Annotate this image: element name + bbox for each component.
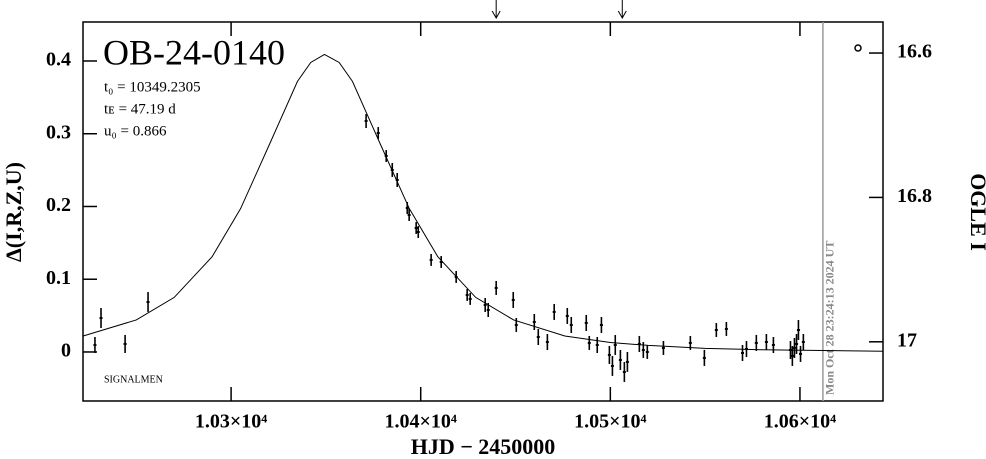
x-tick-label: 1.04×10⁴ <box>385 411 457 433</box>
x-tick-label: 1.06×10⁴ <box>764 411 836 433</box>
y-tick-label: 0.1 <box>46 267 71 289</box>
x-axis-label: HJD − 2450000 <box>411 434 556 459</box>
model-curve <box>83 53 884 352</box>
arrow <box>617 0 627 20</box>
y-axis-label: Δ(I,R,Z,U) <box>1 162 26 262</box>
annotation: t₀ = 10349.2305 <box>104 79 201 95</box>
y2-tick-label: 16.8 <box>897 185 932 207</box>
y-tick-label: 0.4 <box>46 49 71 71</box>
arrow <box>491 0 501 20</box>
y-tick-label: 0.3 <box>46 121 71 143</box>
x-tick-label: 1.03×10⁴ <box>195 411 267 433</box>
y2-axis-label: OGLE I <box>966 173 986 251</box>
annotation: tᴇ = 47.19 d <box>104 101 176 117</box>
plot-frame <box>82 21 884 402</box>
y2-tick-label: 17 <box>897 329 917 351</box>
y-tick-label: 0 <box>61 340 71 362</box>
timestamp-label: Mon Oct 28 23:24:13 2024 UT <box>823 241 837 395</box>
symbol <box>854 44 862 52</box>
y-tick-label: 0.2 <box>46 194 71 216</box>
annotation: u₀ = 0.866 <box>104 123 167 139</box>
y2-tick-label: 16.6 <box>897 41 932 63</box>
chart-title: OB-24-0140 <box>103 32 285 72</box>
x-tick-label: 1.05×10⁴ <box>574 411 646 433</box>
credit: SIGNALMEN <box>104 374 163 385</box>
